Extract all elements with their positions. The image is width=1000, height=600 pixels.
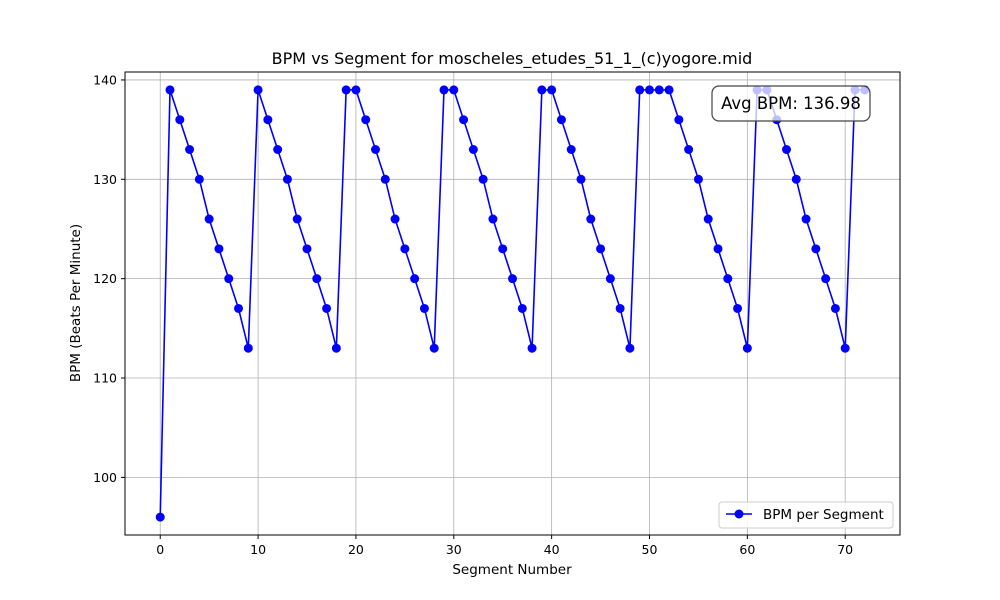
legend: BPM per Segment — [718, 501, 894, 529]
data-point — [811, 244, 821, 254]
data-point — [615, 303, 625, 313]
data-point — [175, 115, 185, 125]
data-point — [801, 214, 811, 224]
data-point — [410, 274, 420, 284]
data-point — [556, 115, 566, 125]
y-tick-label: 100 — [93, 470, 117, 485]
avg-annotation: Avg BPM: 136.98 — [711, 85, 871, 122]
data-point — [419, 303, 429, 313]
x-tick-label: 10 — [250, 542, 266, 557]
annotation-text: Avg BPM: 136.98 — [721, 94, 861, 113]
data-point — [204, 214, 214, 224]
data-point — [165, 85, 175, 95]
data-point — [312, 274, 322, 284]
data-point — [302, 244, 312, 254]
data-point — [224, 274, 234, 284]
legend-entry-label: BPM per Segment — [763, 507, 884, 523]
x-tick-label: 20 — [348, 542, 364, 557]
data-point — [253, 85, 263, 95]
data-point — [371, 144, 381, 154]
data-point — [625, 343, 635, 353]
data-point — [390, 214, 400, 224]
plot-area — [124, 71, 901, 536]
chart-title: BPM vs Segment for moscheles_etudes_51_1… — [272, 49, 753, 69]
data-point — [576, 174, 586, 184]
data-point — [478, 174, 488, 184]
y-tick-label: 130 — [93, 172, 117, 187]
legend-marker-swatch — [734, 509, 744, 519]
data-point — [322, 303, 332, 313]
data-point — [429, 343, 439, 353]
data-point — [703, 214, 713, 224]
y-tick-label: 120 — [93, 271, 117, 286]
y-axis-label: BPM (Beats Per Minute) — [68, 224, 84, 382]
x-tick-label: 0 — [156, 542, 164, 557]
legend-box — [718, 501, 894, 529]
data-point — [684, 144, 694, 154]
data-point — [781, 144, 791, 154]
data-point — [468, 144, 478, 154]
data-point — [380, 174, 390, 184]
data-point — [733, 303, 743, 313]
annotation-box — [711, 85, 871, 122]
data-point — [508, 274, 517, 284]
data-point — [498, 244, 508, 254]
y-tick-label: 110 — [93, 371, 117, 386]
data-point — [234, 303, 244, 313]
series-line — [159, 89, 865, 518]
data-point — [537, 85, 547, 95]
data-point — [351, 85, 361, 95]
data-point — [664, 85, 674, 95]
data-point — [791, 174, 801, 184]
x-tick-label: 40 — [544, 542, 560, 557]
x-tick-label: 30 — [446, 542, 462, 557]
data-point — [566, 144, 576, 154]
data-point — [840, 343, 850, 353]
y-tick-label: 140 — [93, 72, 117, 87]
data-point — [713, 244, 723, 254]
data-point — [341, 85, 351, 95]
data-point — [361, 115, 371, 125]
data-point — [488, 214, 498, 224]
data-point — [596, 244, 606, 254]
data-point — [586, 214, 596, 224]
data-point — [292, 214, 302, 224]
data-point — [644, 85, 654, 95]
data-point — [263, 115, 273, 125]
x-axis-label: Segment Number — [452, 562, 572, 578]
x-tick-label: 60 — [739, 542, 755, 557]
plot-frame — [124, 71, 901, 536]
data-point — [331, 343, 341, 353]
data-point — [400, 244, 410, 254]
data-point — [214, 244, 224, 254]
data-point — [742, 343, 752, 353]
data-point — [243, 343, 253, 353]
data-point — [635, 85, 645, 95]
data-point — [674, 115, 684, 125]
data-point — [459, 115, 469, 125]
data-point — [830, 303, 840, 313]
data-point — [723, 274, 733, 284]
x-tick-label: 50 — [642, 542, 658, 557]
data-point — [517, 303, 527, 313]
axis-ticks: 0 10 20 30 40 50 60 70 100 110 120 130 140 — [93, 72, 853, 557]
data-point — [439, 85, 449, 95]
data-point — [155, 512, 165, 522]
data-point — [449, 85, 459, 95]
series-layer — [155, 85, 870, 522]
data-point — [605, 274, 615, 284]
data-point — [282, 174, 292, 184]
data-point — [273, 144, 283, 154]
data-point — [185, 144, 195, 154]
data-point — [527, 343, 537, 353]
data-point — [547, 85, 557, 95]
data-point — [654, 85, 664, 95]
data-point — [194, 174, 204, 184]
x-tick-label: 70 — [837, 542, 853, 557]
data-point — [693, 174, 703, 184]
data-point — [821, 274, 831, 284]
